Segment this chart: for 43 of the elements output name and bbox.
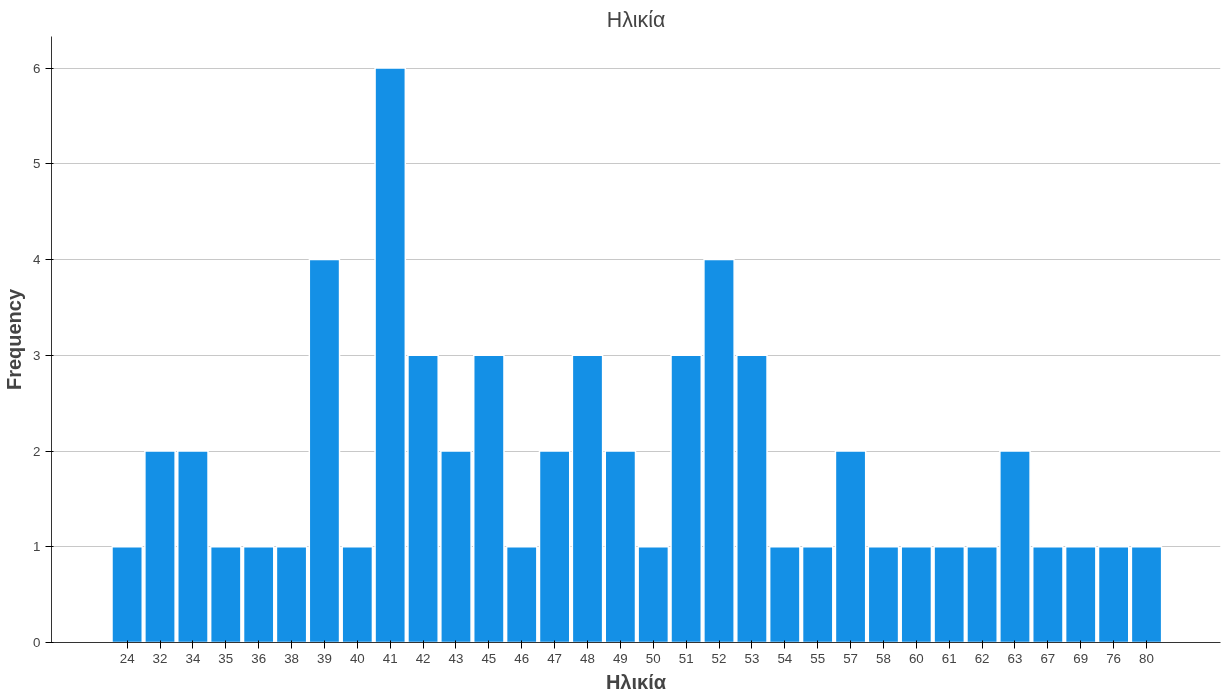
y-tick-label: 0 <box>33 635 41 650</box>
x-tick-label: 51 <box>678 650 694 666</box>
y-tick-label: 6 <box>33 60 41 76</box>
x-tick-label: 60 <box>908 650 924 666</box>
y-tick-label: 3 <box>33 347 41 363</box>
x-tick-label: 50 <box>645 650 661 666</box>
x-tick-label: 42 <box>415 650 431 666</box>
x-tick-label: 67 <box>1040 650 1056 666</box>
x-tick-label: 35 <box>218 650 234 666</box>
x-tick-label: 62 <box>974 650 990 666</box>
y-tick-label: 5 <box>33 156 41 172</box>
x-tick-label: 69 <box>1073 650 1089 666</box>
x-tick-label: 32 <box>152 650 168 666</box>
x-tick-label: 76 <box>1106 650 1122 666</box>
y-axis-title: Frequency <box>3 288 26 391</box>
x-tick-label: 46 <box>514 650 530 666</box>
x-tick-label: 40 <box>349 650 365 666</box>
x-tick-label: 54 <box>777 650 793 666</box>
x-tick-label: 45 <box>481 650 497 666</box>
x-tick-label: 55 <box>810 650 826 666</box>
x-tick-label: 24 <box>119 650 136 666</box>
x-tick-label: 34 <box>185 650 201 666</box>
y-tick-label: 4 <box>33 252 42 268</box>
x-tick-label: 41 <box>382 650 398 666</box>
y-tick-label: 1 <box>33 539 41 555</box>
x-tick-label: 47 <box>547 650 563 666</box>
x-tick-label: 52 <box>711 650 727 666</box>
x-tick-label: 63 <box>1007 650 1023 666</box>
bar <box>571 354 604 643</box>
y-tick-label: 2 <box>33 443 41 459</box>
x-tick-label: 57 <box>843 650 858 666</box>
x-tick-label: 53 <box>744 650 760 666</box>
x-tick-label: 48 <box>580 650 595 666</box>
x-axis-title: Ηλικία <box>605 670 667 693</box>
x-tick-label: 38 <box>284 650 299 666</box>
x-tick-label: 39 <box>317 650 332 666</box>
x-tick-label: 58 <box>876 650 891 666</box>
x-tick-label: 80 <box>1139 650 1154 666</box>
chart-title: Ηλικία <box>606 7 666 32</box>
x-tick-label: 36 <box>251 650 267 666</box>
x-tick-label: 61 <box>941 650 957 666</box>
x-tick-label: 43 <box>448 650 464 666</box>
x-tick-label: 49 <box>612 650 628 666</box>
